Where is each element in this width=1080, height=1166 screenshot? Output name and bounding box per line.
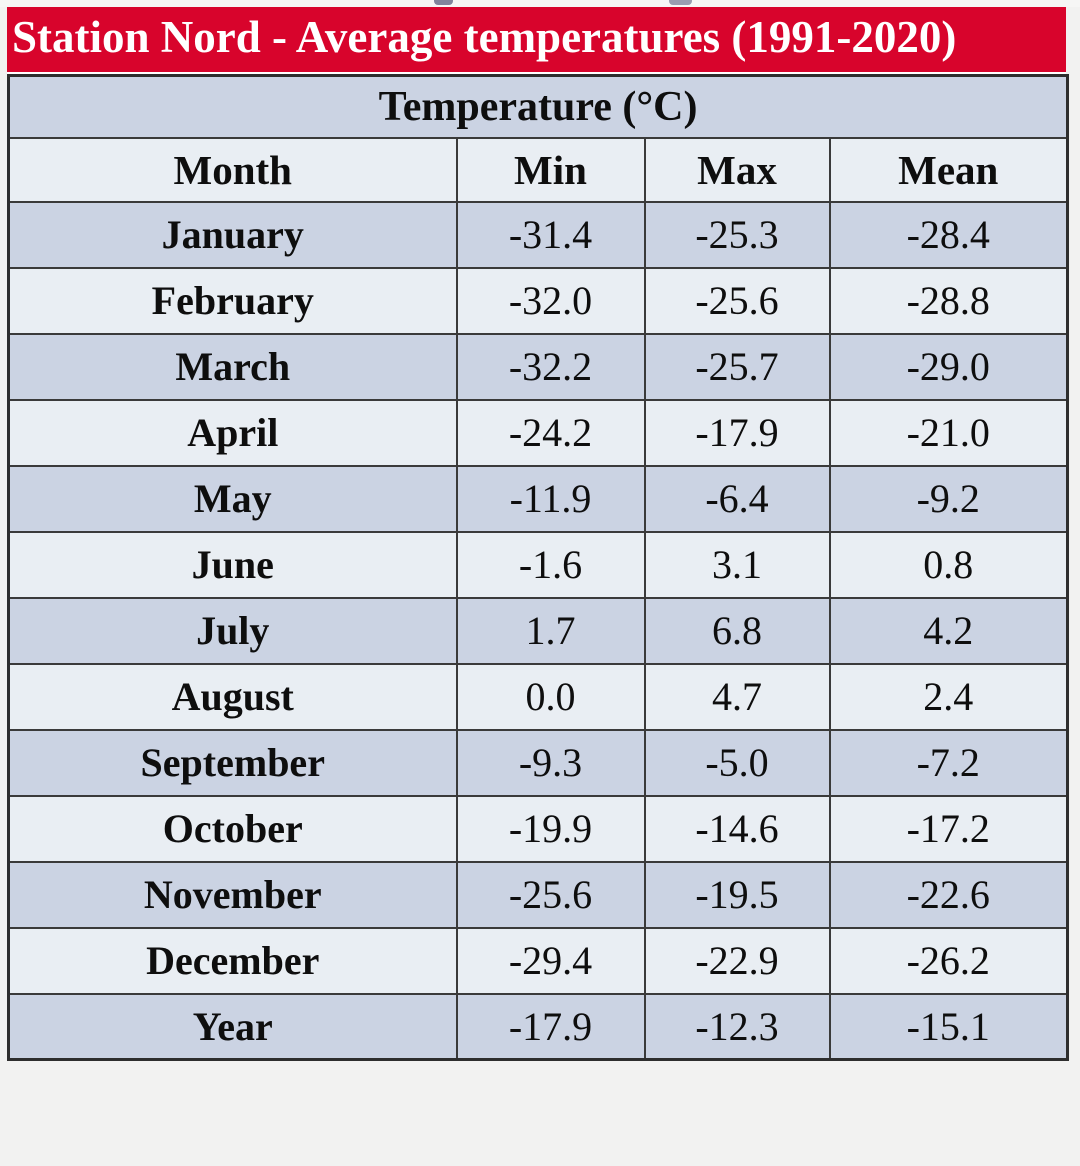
max-cell: -25.3 — [643, 200, 831, 269]
min-cell: -24.2 — [455, 398, 646, 467]
mean-cell: -9.2 — [828, 464, 1069, 533]
max-cell: -19.5 — [643, 860, 831, 929]
column-header-row: Month Min Max Mean — [7, 136, 1069, 203]
max-cell: -14.6 — [643, 794, 831, 863]
month-cell: December — [7, 926, 458, 995]
table-body: January -31.4 -25.3 -28.4 February -32.0… — [7, 200, 1069, 1061]
max-cell: 3.1 — [643, 530, 831, 599]
mean-cell: -22.6 — [828, 860, 1069, 929]
text-remnant-fragment — [434, 0, 453, 5]
mean-cell: 0.8 — [828, 530, 1069, 599]
mean-cell: -15.1 — [828, 992, 1069, 1061]
mean-cell: -28.4 — [828, 200, 1069, 269]
cropped-text-remnant-strip — [0, 0, 1080, 7]
month-cell: January — [7, 200, 458, 269]
min-cell: -9.3 — [455, 728, 646, 797]
column-header-max: Max — [643, 136, 831, 203]
table-caption-row: Temperature (°C) — [7, 74, 1069, 139]
mean-cell: -7.2 — [828, 728, 1069, 797]
mean-cell: -28.8 — [828, 266, 1069, 335]
text-remnant-fragment — [669, 0, 692, 5]
mean-cell: 4.2 — [828, 596, 1069, 665]
min-cell: -31.4 — [455, 200, 646, 269]
column-header-min: Min — [455, 136, 646, 203]
table-row: November -25.6 -19.5 -22.6 — [7, 860, 1069, 929]
max-cell: -22.9 — [643, 926, 831, 995]
table-row: February -32.0 -25.6 -28.8 — [7, 266, 1069, 335]
min-cell: 1.7 — [455, 596, 646, 665]
mean-cell: -17.2 — [828, 794, 1069, 863]
month-cell: November — [7, 860, 458, 929]
max-cell: 6.8 — [643, 596, 831, 665]
table-row: April -24.2 -17.9 -21.0 — [7, 398, 1069, 467]
table-row: October -19.9 -14.6 -17.2 — [7, 794, 1069, 863]
mean-cell: -29.0 — [828, 332, 1069, 401]
min-cell: 0.0 — [455, 662, 646, 731]
month-cell: September — [7, 728, 458, 797]
table-row: Year -17.9 -12.3 -15.1 — [7, 992, 1069, 1061]
column-header-mean: Mean — [828, 136, 1069, 203]
table-row: December -29.4 -22.9 -26.2 — [7, 926, 1069, 995]
table-row: June -1.6 3.1 0.8 — [7, 530, 1069, 599]
min-cell: -17.9 — [455, 992, 646, 1061]
climate-table: Temperature (°C) Month Min Max Mean Janu… — [7, 74, 1070, 1061]
month-cell: October — [7, 794, 458, 863]
table-row: September -9.3 -5.0 -7.2 — [7, 728, 1069, 797]
table-row: January -31.4 -25.3 -28.4 — [7, 200, 1069, 269]
table-row: May -11.9 -6.4 -9.2 — [7, 464, 1069, 533]
table-caption: Temperature (°C) — [7, 74, 1069, 139]
month-cell: August — [7, 662, 458, 731]
table-title-banner: Station Nord - Average temperatures (199… — [7, 7, 1066, 72]
max-cell: 4.7 — [643, 662, 831, 731]
month-cell: May — [7, 464, 458, 533]
month-cell: March — [7, 332, 458, 401]
max-cell: -25.7 — [643, 332, 831, 401]
column-header-month: Month — [7, 136, 458, 203]
mean-cell: -26.2 — [828, 926, 1069, 995]
table-row: August 0.0 4.7 2.4 — [7, 662, 1069, 731]
min-cell: -29.4 — [455, 926, 646, 995]
mean-cell: 2.4 — [828, 662, 1069, 731]
banner-divider — [7, 72, 1066, 74]
month-cell: June — [7, 530, 458, 599]
table-title: Station Nord - Average temperatures (199… — [12, 12, 957, 62]
mean-cell: -21.0 — [828, 398, 1069, 467]
max-cell: -6.4 — [643, 464, 831, 533]
min-cell: -1.6 — [455, 530, 646, 599]
min-cell: -32.0 — [455, 266, 646, 335]
max-cell: -12.3 — [643, 992, 831, 1061]
max-cell: -17.9 — [643, 398, 831, 467]
max-cell: -25.6 — [643, 266, 831, 335]
month-cell: July — [7, 596, 458, 665]
max-cell: -5.0 — [643, 728, 831, 797]
min-cell: -19.9 — [455, 794, 646, 863]
table-row: March -32.2 -25.7 -29.0 — [7, 332, 1069, 401]
month-cell: February — [7, 266, 458, 335]
min-cell: -11.9 — [455, 464, 646, 533]
min-cell: -25.6 — [455, 860, 646, 929]
table-row: July 1.7 6.8 4.2 — [7, 596, 1069, 665]
month-cell: Year — [7, 992, 458, 1061]
min-cell: -32.2 — [455, 332, 646, 401]
month-cell: April — [7, 398, 458, 467]
